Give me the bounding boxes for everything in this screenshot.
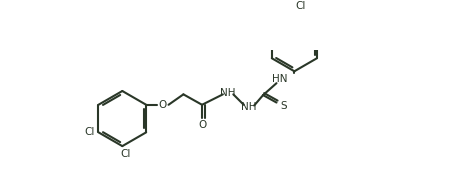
Text: O: O: [158, 100, 167, 110]
Text: HN: HN: [273, 74, 288, 84]
Text: NH: NH: [241, 102, 257, 112]
Text: O: O: [199, 120, 207, 130]
Text: Cl: Cl: [120, 149, 130, 159]
Text: Cl: Cl: [84, 127, 95, 137]
Text: S: S: [280, 101, 286, 111]
Text: Cl: Cl: [295, 2, 306, 12]
Text: NH: NH: [219, 88, 235, 98]
